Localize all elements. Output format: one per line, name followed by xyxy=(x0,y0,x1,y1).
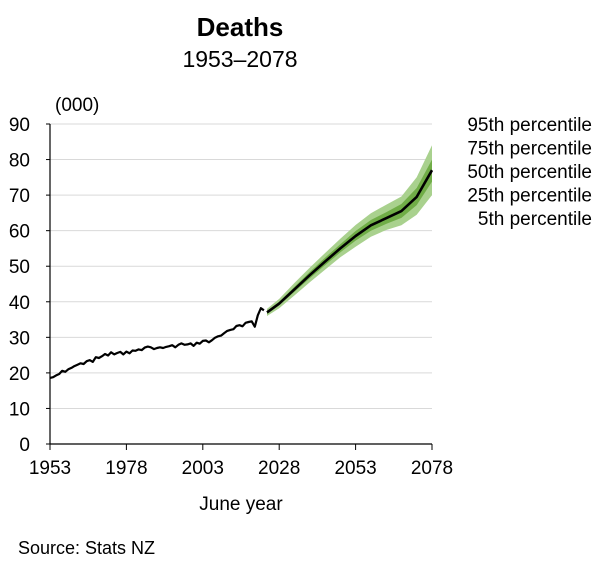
legend-item-3: 50th percentile xyxy=(467,162,592,183)
legend-item-5: 5th percentile xyxy=(478,209,592,230)
y-tick-label-60: 60 xyxy=(9,222,30,243)
source-note: Source: Stats NZ xyxy=(18,538,156,558)
x-tick-label-2028: 2028 xyxy=(258,458,300,479)
axis-labels: 0 10 20 30 40 50 60 70 80 90 1953 1978 2003 2028 2053 2… xyxy=(9,95,453,515)
x-tick-label-2078: 2078 xyxy=(411,458,453,479)
y-tick-label-0: 0 xyxy=(19,435,30,456)
y-tick-label-50: 50 xyxy=(9,257,30,278)
series-lines xyxy=(49,169,434,379)
series-historical xyxy=(49,307,265,379)
gridlines xyxy=(50,123,432,409)
legend-item-2: 75th percentile xyxy=(467,139,592,160)
y-tick-label-80: 80 xyxy=(9,151,30,172)
x-tick-label-1978: 1978 xyxy=(105,458,147,479)
legend-item-1: 95th percentile xyxy=(467,115,592,136)
chart-title: Deaths xyxy=(196,12,284,42)
x-tick-label-1953: 1953 xyxy=(29,458,71,479)
y-tick-label-10: 10 xyxy=(9,399,30,420)
series-50th-percentile xyxy=(266,169,434,314)
y-tick-label-90: 90 xyxy=(9,115,30,136)
y-tick-label-20: 20 xyxy=(9,364,30,385)
y-tick-label-70: 70 xyxy=(9,186,30,207)
y-tick-label-30: 30 xyxy=(9,328,30,349)
legend-item-4: 25th percentile xyxy=(467,186,592,207)
axes xyxy=(46,123,433,450)
band-5th-95th-percentile xyxy=(267,145,432,316)
y-tick-label-40: 40 xyxy=(9,293,30,314)
x-tick-label-2053: 2053 xyxy=(334,458,376,479)
x-tick-label-2003: 2003 xyxy=(182,458,224,479)
y-axis-label: (000) xyxy=(55,95,99,116)
chart-subtitle: 1953–2078 xyxy=(182,46,298,72)
x-axis-label: June year xyxy=(199,494,283,515)
